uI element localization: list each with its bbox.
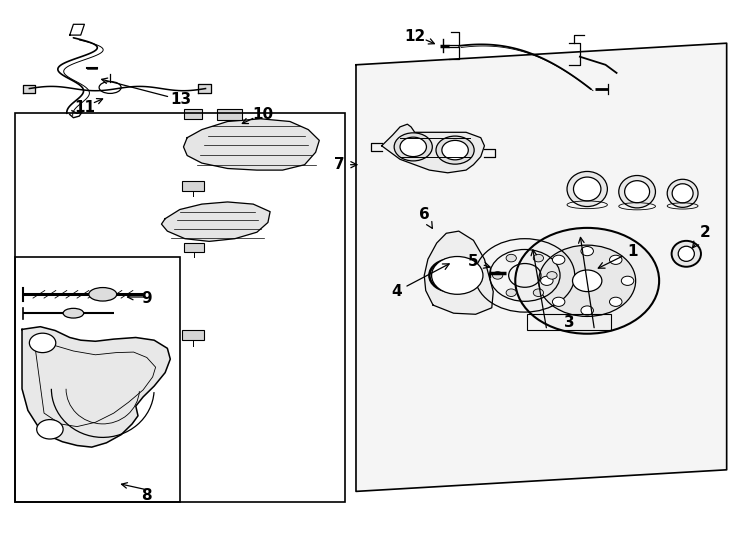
Text: 10: 10: [252, 107, 273, 122]
Ellipse shape: [672, 184, 693, 203]
Text: 3: 3: [564, 315, 574, 330]
Polygon shape: [23, 85, 35, 93]
Text: 6: 6: [419, 207, 432, 228]
Circle shape: [533, 289, 543, 296]
Ellipse shape: [400, 137, 426, 157]
Circle shape: [506, 289, 516, 296]
Bar: [15, 113, 345, 502]
Polygon shape: [184, 119, 319, 170]
Circle shape: [581, 246, 594, 255]
Circle shape: [533, 254, 543, 262]
Circle shape: [547, 272, 557, 279]
Bar: [182, 181, 204, 191]
Polygon shape: [161, 202, 270, 241]
Circle shape: [493, 272, 503, 279]
Circle shape: [432, 256, 483, 294]
Ellipse shape: [436, 136, 474, 164]
Polygon shape: [356, 43, 727, 491]
Circle shape: [539, 245, 636, 316]
Polygon shape: [424, 231, 493, 314]
Text: 9: 9: [142, 291, 152, 306]
Text: 4: 4: [391, 264, 449, 299]
Circle shape: [506, 254, 517, 262]
Circle shape: [29, 333, 56, 353]
Ellipse shape: [573, 177, 601, 201]
Text: 5: 5: [468, 254, 490, 269]
Text: 1: 1: [598, 244, 638, 268]
Circle shape: [553, 255, 565, 265]
Text: 2: 2: [692, 225, 710, 248]
Ellipse shape: [625, 181, 650, 202]
Ellipse shape: [678, 246, 694, 261]
Ellipse shape: [394, 133, 432, 161]
Circle shape: [621, 276, 634, 285]
Ellipse shape: [567, 172, 608, 206]
Polygon shape: [22, 327, 170, 447]
Bar: [527, 314, 611, 330]
Ellipse shape: [672, 241, 701, 267]
Ellipse shape: [619, 176, 655, 208]
Ellipse shape: [89, 287, 117, 301]
Text: 13: 13: [170, 92, 192, 107]
Ellipse shape: [63, 308, 84, 318]
Ellipse shape: [442, 140, 468, 160]
Text: 12: 12: [404, 29, 425, 44]
Bar: [182, 330, 204, 340]
Circle shape: [609, 297, 622, 306]
Circle shape: [515, 228, 659, 334]
Polygon shape: [198, 84, 211, 93]
Circle shape: [581, 306, 594, 315]
Text: 7: 7: [335, 157, 357, 172]
Text: 11: 11: [74, 100, 95, 116]
Circle shape: [573, 270, 602, 292]
Circle shape: [553, 297, 565, 306]
Circle shape: [609, 255, 622, 265]
Bar: [217, 109, 242, 120]
Bar: [184, 109, 202, 119]
Bar: [184, 243, 204, 252]
Ellipse shape: [667, 179, 698, 207]
Text: 8: 8: [142, 488, 152, 503]
Circle shape: [37, 420, 63, 439]
Polygon shape: [382, 124, 484, 173]
Circle shape: [540, 276, 553, 285]
Bar: [15, 256, 180, 502]
